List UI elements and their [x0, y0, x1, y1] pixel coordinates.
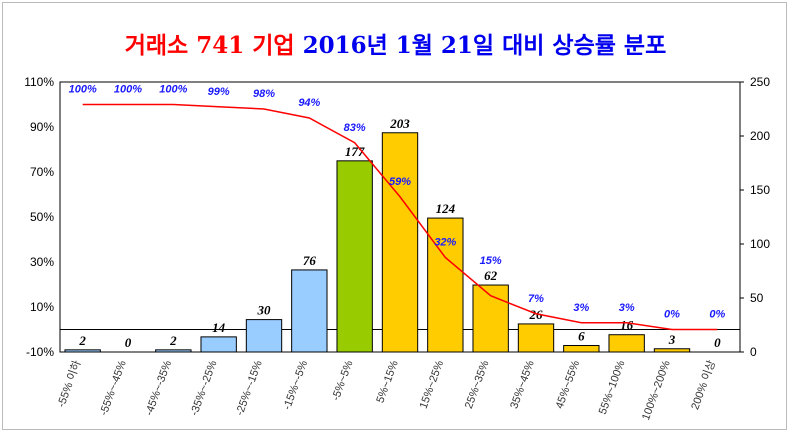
bar	[381, 132, 419, 353]
bar	[608, 334, 645, 353]
x-axis-tick: -25%~-15%	[234, 359, 265, 418]
cumulative-pct-label: 100%	[159, 84, 187, 96]
cumulative-pct-label: 100%	[69, 84, 97, 96]
right-axis-tick: 250	[750, 75, 770, 89]
cumulative-pct-label: 98%	[253, 88, 275, 100]
bar-value-label: 0	[714, 335, 721, 350]
x-axis-tick: -55%~-45%	[98, 359, 129, 418]
bar-value-label: 2	[169, 333, 177, 348]
bar-value-label: 62	[484, 268, 498, 283]
chart-frame	[2, 2, 787, 430]
x-axis-tick: 200% 이상	[688, 359, 718, 412]
cumulative-pct-label: 3%	[573, 302, 589, 314]
x-axis-tick: 5%~15%	[374, 359, 401, 405]
bar	[336, 160, 373, 353]
bar	[155, 349, 192, 353]
right-axis-tick: 150	[750, 183, 770, 197]
x-axis-tick: 45%~55%	[554, 359, 583, 411]
bar-value-label: 0	[125, 335, 132, 350]
x-axis-tick: 25%~35%	[463, 359, 492, 411]
x-axis-tick: 35%~45%	[508, 359, 537, 411]
cumulative-pct-label: 7%	[528, 293, 544, 305]
left-axis-tick: 70%	[30, 165, 54, 179]
cumulative-pct-label: 99%	[208, 86, 230, 98]
right-axis-tick: 100	[750, 237, 770, 251]
cumulative-pct-label: 0%	[664, 309, 680, 321]
left-axis-tick: 90%	[30, 120, 54, 134]
cumulative-pct-label: 15%	[480, 255, 502, 267]
left-axis-tick: 50%	[30, 210, 54, 224]
bar	[245, 319, 283, 353]
cumulative-pct-label: 0%	[709, 309, 725, 321]
cumulative-line	[82, 103, 718, 331]
x-axis-tick: -35%~-25%	[188, 359, 219, 418]
x-axis-tick: -55% 이하	[54, 358, 84, 409]
bar	[563, 345, 600, 353]
bar	[427, 217, 464, 353]
left-axis-tick: 110%	[24, 75, 54, 89]
bar	[291, 269, 328, 353]
bar-value-label: 30	[257, 303, 272, 318]
bar-value-label: 6	[578, 329, 585, 344]
bar-value-label: 3	[668, 332, 676, 347]
bar	[200, 336, 237, 353]
right-axis-tick: 0	[750, 345, 757, 359]
left-axis-tick: -10%	[26, 345, 54, 359]
bar-value-label: 76	[303, 253, 317, 268]
cumulative-pct-label: 3%	[619, 302, 635, 314]
cumulative-pct-label: 32%	[434, 237, 456, 249]
cumulative-pct-label: 83%	[344, 122, 366, 134]
bar-value-label: 203	[389, 116, 410, 131]
bar-value-label: 14	[212, 320, 226, 335]
x-axis-tick: -5%~5%	[330, 359, 356, 403]
cumulative-pct-label: 59%	[389, 176, 411, 188]
bar	[517, 323, 555, 353]
left-axis-tick: 30%	[30, 255, 54, 269]
cumulative-pct-label: 100%	[114, 84, 142, 96]
x-axis-tick: 100%~200%	[640, 359, 673, 422]
bar-value-label: 2	[78, 333, 86, 348]
right-axis-tick: 50	[750, 291, 764, 305]
x-axis-tick: 15%~25%	[418, 359, 447, 411]
right-axis-tick: 200	[750, 129, 770, 143]
bar	[64, 349, 101, 353]
bar-value-label: 177	[345, 144, 365, 159]
chart-title: 거래소 741 기업 2016년 1월 21일 대비 상승률 분포	[0, 26, 791, 60]
x-axis-tick: -15%~-5%	[281, 359, 310, 412]
bar	[653, 348, 691, 353]
x-axis-tick: -45%~-35%	[143, 359, 174, 418]
x-axis-tick: 55%~100%	[597, 359, 628, 416]
bar-value-label: 124	[436, 201, 456, 216]
title-part1: 거래소 741 기업	[124, 32, 295, 59]
title-part2: 2016년 1월 21일 대비 상승률 분포	[302, 32, 667, 59]
cumulative-pct-label: 94%	[298, 97, 320, 109]
left-axis-tick: 10%	[30, 300, 54, 314]
bar-value-label: 16	[620, 318, 634, 333]
